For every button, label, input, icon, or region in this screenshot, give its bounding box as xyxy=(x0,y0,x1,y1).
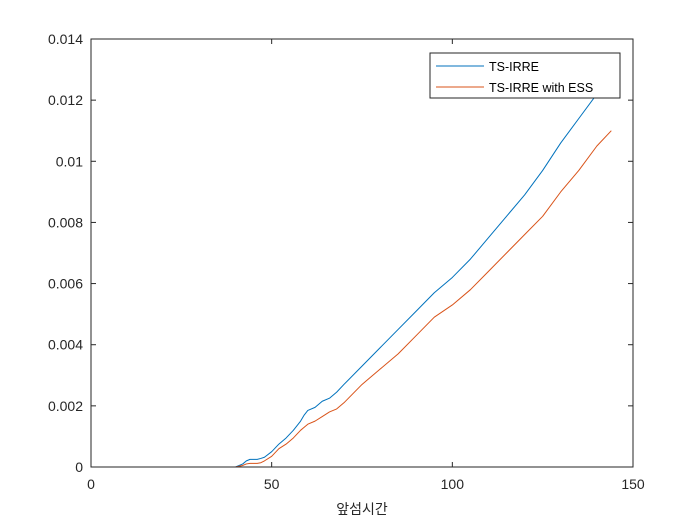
axes-layer xyxy=(90,38,634,468)
legend-items: TS-IRRE TS-IRRE with ESS xyxy=(436,60,593,95)
series-line-2 xyxy=(91,130,612,468)
x-tick-label: 0 xyxy=(87,476,95,492)
x-axis-title: 앞섬시간 xyxy=(336,502,388,518)
y-tick-label: 0.004 xyxy=(48,337,83,353)
y-tick-label: 0.006 xyxy=(48,276,83,292)
axes-box xyxy=(90,38,634,468)
y-tick-label: 0.002 xyxy=(48,398,83,414)
series-layer xyxy=(91,93,612,468)
y-tick-label: 0.01 xyxy=(56,153,83,169)
x-tick-label: 50 xyxy=(264,476,280,492)
y-axis: 0 0.002 0.004 0.006 0.008 0.01 0.012 0.014 xyxy=(48,31,633,475)
legend-label-1: TS-IRRE xyxy=(489,60,539,74)
legend: TS-IRRE TS-IRRE with ESS xyxy=(429,52,621,99)
series-line-1 xyxy=(91,93,598,468)
y-tick-label: 0.014 xyxy=(48,31,83,47)
y-tick-label: 0.012 xyxy=(48,92,83,108)
x-tick-label: 150 xyxy=(621,476,645,492)
y-tick-label: 0.008 xyxy=(48,214,83,230)
y-tick-label: 0 xyxy=(75,459,83,475)
x-axis: 0 50 100 150 xyxy=(87,39,645,492)
legend-box xyxy=(429,52,621,99)
plot-area xyxy=(91,39,633,467)
legend-label-2: TS-IRRE with ESS xyxy=(489,81,593,95)
x-tick-label: 100 xyxy=(441,476,465,492)
